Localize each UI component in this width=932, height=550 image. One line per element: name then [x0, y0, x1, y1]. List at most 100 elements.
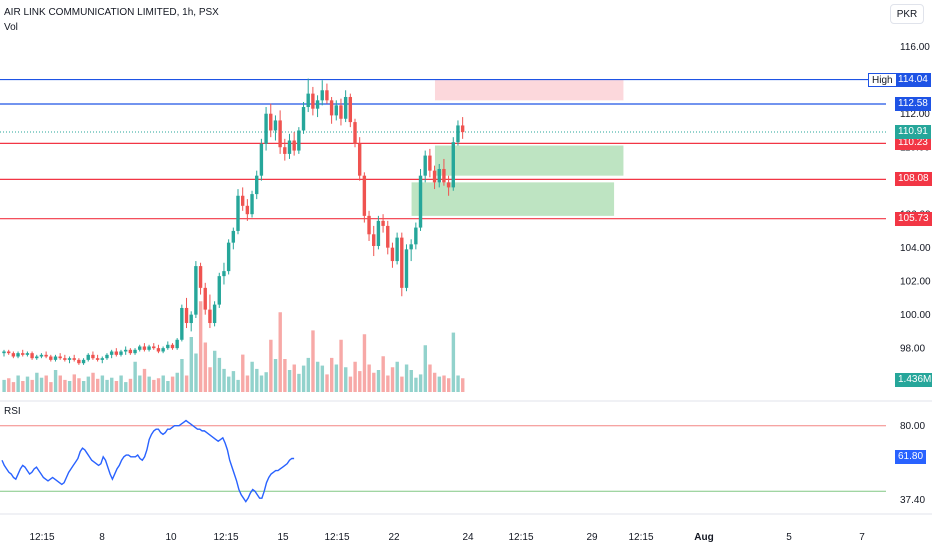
candle-body [114, 351, 119, 355]
volume-bar [44, 375, 48, 392]
volume-bar [147, 376, 151, 392]
candle-body [236, 195, 240, 231]
volume-bar [53, 370, 58, 392]
volume-bar [428, 364, 432, 392]
volume-bar [330, 357, 334, 392]
volume-bar [16, 375, 20, 392]
volume-bar [386, 375, 390, 392]
volume-bar [105, 379, 109, 392]
volume-bar [35, 372, 39, 392]
volume-bar [110, 377, 114, 392]
candle-body [184, 307, 189, 324]
level-lines [0, 78, 886, 220]
rsi-pane: RSI 80.00 37.40 [0, 406, 925, 506]
candle-body [77, 359, 81, 364]
volume-bar [67, 381, 72, 392]
volume-bar [372, 372, 376, 392]
volume-bar [194, 353, 198, 392]
volume-bar [432, 372, 437, 392]
candle-body [404, 249, 409, 288]
volume-bar [292, 364, 296, 392]
rsi-last-label: 61.80 [895, 450, 927, 465]
candle-body [91, 354, 95, 359]
volume-bar [128, 378, 133, 392]
price-tick-label: 100.00 [900, 310, 931, 321]
volume-bar [114, 381, 119, 392]
candle-body [343, 96, 348, 119]
volume-bar [11, 382, 16, 392]
candles [2, 78, 465, 365]
candle-body [250, 194, 254, 215]
candle-body [212, 304, 217, 324]
volume-bar [358, 371, 362, 392]
price-tick-label: 102.00 [900, 277, 931, 288]
volume-bar [353, 361, 357, 392]
candle-body [123, 349, 128, 352]
candle-body [58, 356, 62, 359]
candle-body [86, 354, 90, 360]
candle-body [372, 234, 376, 246]
volume-bar [283, 359, 287, 392]
volume-bar [81, 381, 86, 392]
level-price-label: 108.08 [895, 172, 932, 187]
time-tick-label: 12:15 [508, 532, 533, 543]
candle-body [44, 354, 48, 357]
time-tick-label: 12:15 [213, 532, 238, 543]
volume-bar [344, 367, 348, 392]
volume-bar [362, 334, 367, 392]
rsi-line [1, 419, 295, 503]
volume-bar [339, 339, 343, 392]
candle-body [451, 142, 455, 188]
volume-bar [259, 375, 264, 392]
volume-bar [250, 361, 254, 392]
volume-bar [217, 357, 222, 392]
price-tick-label: 112.00 [900, 109, 930, 120]
rsi-tick-label: 80.00 [900, 421, 925, 432]
candle-body [180, 307, 184, 340]
candle-body [395, 237, 399, 262]
price-tick-label: 98.00 [900, 344, 925, 355]
volume-bar [400, 376, 404, 392]
candle-body [409, 244, 413, 250]
volume-bar [241, 354, 245, 392]
candle-body [297, 130, 301, 151]
volume-bar [437, 376, 442, 392]
volume-bar [306, 357, 310, 392]
candle-body [283, 147, 287, 154]
candle-body [63, 358, 67, 360]
zones [411, 79, 624, 216]
volume-bar [287, 370, 292, 392]
volume-bar [334, 364, 339, 392]
volume-bar [63, 379, 67, 392]
volume-bar [142, 368, 147, 392]
candle-body [442, 168, 446, 183]
volume-bar [96, 378, 100, 392]
volume-bar [376, 370, 381, 392]
candle-body [152, 346, 156, 349]
volume-bar [236, 379, 240, 392]
volume-bar [86, 376, 91, 392]
volume-bar [231, 371, 236, 392]
volume-bar [348, 376, 353, 392]
volume-bar [198, 301, 203, 392]
volume-bar [166, 381, 170, 392]
candle-body [460, 125, 465, 133]
candle-body [166, 344, 170, 349]
time-tick-label: Aug [694, 532, 713, 543]
volume-bar [273, 359, 278, 392]
candle-body [53, 356, 58, 360]
volume-bar [156, 378, 161, 392]
candle-body [273, 120, 278, 131]
candle-body [95, 358, 100, 360]
volume-bar [222, 368, 226, 392]
candle-body [226, 242, 231, 272]
candle-body [6, 351, 11, 354]
volume-bar [269, 339, 273, 392]
demand-zone [411, 182, 615, 216]
volume-bar [311, 330, 315, 392]
volume-bar [390, 367, 395, 392]
volume-bar [138, 375, 142, 392]
currency-button[interactable]: PKR [890, 4, 924, 24]
volume-bar [21, 381, 25, 392]
